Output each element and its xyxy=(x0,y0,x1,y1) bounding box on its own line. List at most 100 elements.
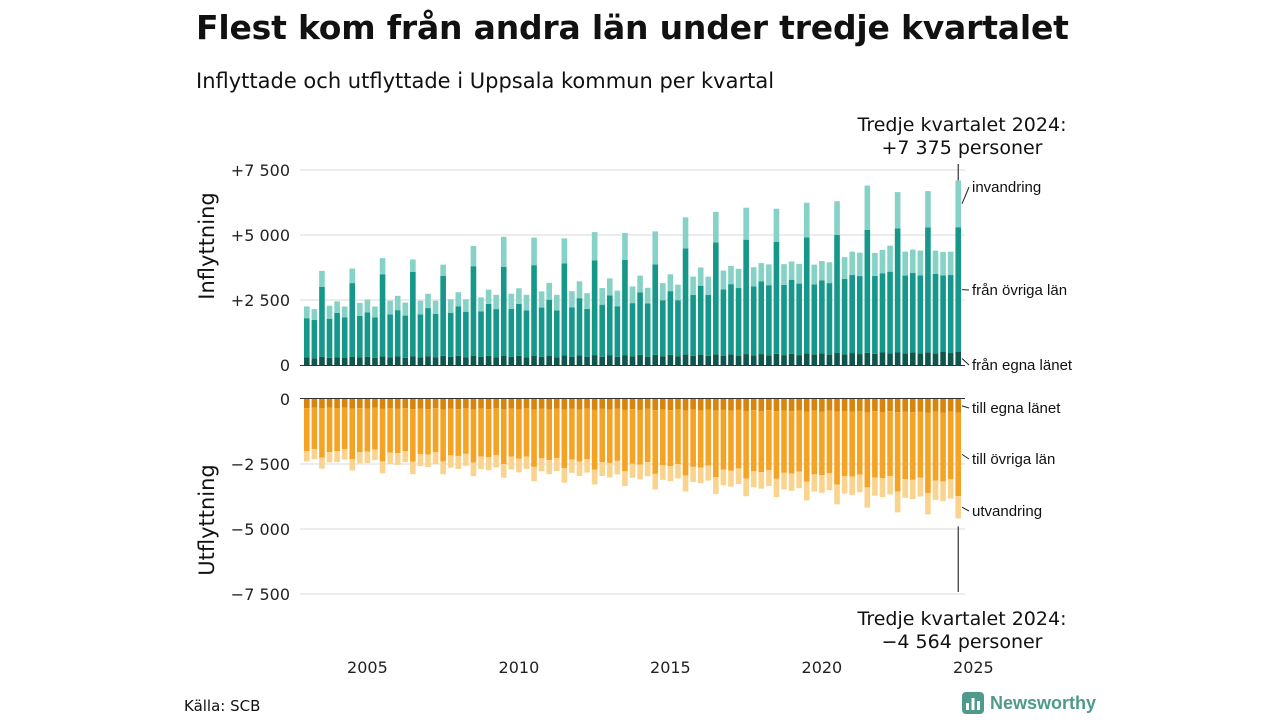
bar-inflow-other-counties xyxy=(516,303,522,356)
bar-inflow-own-county xyxy=(561,355,568,365)
bar-inflow-immigration xyxy=(796,263,802,284)
bar-outflow-own-county xyxy=(788,399,795,412)
bar-outflow-own-county xyxy=(894,399,901,413)
bar-outflow-own-county xyxy=(773,399,780,412)
bar-outflow-other-counties xyxy=(379,408,386,462)
bar-inflow-immigration xyxy=(849,251,855,276)
bar-outflow-own-county xyxy=(879,399,886,412)
bar-outflow-emigration xyxy=(622,471,628,487)
bar-inflow-immigration xyxy=(372,306,378,318)
bar-inflow-own-county xyxy=(940,352,946,365)
bar-inflow-immigration xyxy=(652,231,659,265)
bar-inflow-immigration xyxy=(349,268,356,284)
bar-outflow-own-county xyxy=(932,399,939,412)
bar-outflow-other-counties xyxy=(553,408,560,459)
bar-outflow-emigration xyxy=(326,452,333,463)
bar-inflow-immigration xyxy=(675,284,681,301)
bar-outflow-other-counties xyxy=(470,409,477,463)
y-tick-label: 0 xyxy=(280,390,290,409)
bar-inflow-own-county xyxy=(947,353,954,365)
bar-outflow-emigration xyxy=(652,473,659,490)
bar-outflow-other-counties xyxy=(826,410,833,474)
bar-outflow-own-county xyxy=(766,399,772,411)
bar-inflow-other-counties xyxy=(819,280,825,354)
bar-outflow-own-county xyxy=(379,399,386,409)
bar-outflow-own-county xyxy=(387,399,393,409)
bar-inflow-other-counties xyxy=(947,275,954,354)
bar-inflow-own-county xyxy=(697,354,704,365)
bar-outflow-own-county xyxy=(955,399,962,413)
bar-outflow-emigration xyxy=(887,476,893,495)
bar-inflow-own-county xyxy=(546,355,552,365)
bar-inflow-own-county xyxy=(629,356,636,365)
bar-inflow-other-counties xyxy=(735,288,742,356)
bar-inflow-own-county xyxy=(932,353,939,365)
bar-outflow-own-county xyxy=(864,399,871,412)
bar-inflow-own-county xyxy=(349,356,356,365)
bar-inflow-other-counties xyxy=(728,284,734,355)
bar-outflow-other-counties xyxy=(629,409,636,464)
bar-inflow-other-counties xyxy=(781,284,787,356)
bar-outflow-emigration xyxy=(410,461,416,475)
bar-inflow-other-counties xyxy=(652,264,659,355)
bar-outflow-emigration xyxy=(379,461,386,474)
bar-inflow-other-counties xyxy=(879,273,886,353)
bar-inflow-immigration xyxy=(432,300,439,314)
bar-outflow-other-counties xyxy=(720,409,727,470)
bar-inflow-immigration xyxy=(326,305,333,319)
bar-outflow-other-counties xyxy=(372,407,378,450)
logo-text: Newsworthy xyxy=(990,692,1097,713)
bar-inflow-other-counties xyxy=(387,314,393,358)
bar-outflow-own-county xyxy=(531,399,537,410)
bar-outflow-other-counties xyxy=(766,410,772,470)
bar-inflow-immigration xyxy=(947,251,954,276)
bar-outflow-other-counties xyxy=(584,408,590,460)
bar-outflow-own-county xyxy=(720,399,727,410)
bar-inflow-own-county xyxy=(879,352,886,365)
bar-outflow-other-counties xyxy=(440,409,446,462)
bar-outflow-emigration xyxy=(826,473,833,491)
bar-outflow-emigration xyxy=(660,465,666,480)
bar-inflow-immigration xyxy=(758,263,765,282)
bar-outflow-own-county xyxy=(652,399,659,411)
bar-inflow-other-counties xyxy=(856,276,863,355)
bar-outflow-emigration xyxy=(493,455,499,468)
bar-inflow-own-county xyxy=(675,356,681,365)
bar-inflow-own-county xyxy=(705,355,712,365)
bar-outflow-other-counties xyxy=(394,408,401,454)
bar-outflow-own-county xyxy=(432,399,439,409)
bar-inflow-own-county xyxy=(728,354,734,365)
bar-inflow-other-counties xyxy=(932,274,939,354)
series-label: utvandring xyxy=(972,503,1042,520)
bar-inflow-immigration xyxy=(410,259,416,272)
bar-inflow-immigration xyxy=(584,293,590,309)
bar-outflow-emigration xyxy=(682,475,689,492)
bar-outflow-other-counties xyxy=(402,408,409,451)
bar-inflow-immigration xyxy=(500,236,507,267)
bar-inflow-other-counties xyxy=(341,317,348,358)
bar-inflow-own-county xyxy=(553,357,560,365)
bar-outflow-own-county xyxy=(357,399,363,409)
bar-outflow-other-counties xyxy=(781,410,787,473)
bar-inflow-immigration xyxy=(894,192,901,229)
bar-outflow-own-county xyxy=(500,399,507,410)
bar-inflow-immigration xyxy=(667,274,674,292)
bar-inflow-own-county xyxy=(667,354,674,365)
bar-outflow-emigration xyxy=(591,469,598,485)
bar-inflow-immigration xyxy=(864,185,871,230)
bar-outflow-emigration xyxy=(425,454,431,468)
bar-outflow-emigration xyxy=(644,462,651,477)
bar-inflow-own-county xyxy=(364,356,371,365)
bar-outflow-own-county xyxy=(425,399,431,410)
bar-outflow-other-counties xyxy=(614,408,621,461)
bar-inflow-immigration xyxy=(637,275,643,293)
bar-outflow-emigration xyxy=(584,459,590,473)
label-leader-line xyxy=(961,453,970,460)
bar-inflow-own-county xyxy=(834,353,840,365)
bar-inflow-other-counties xyxy=(925,227,931,353)
bar-outflow-other-counties xyxy=(387,408,393,453)
bar-outflow-own-county xyxy=(447,399,454,409)
bar-outflow-other-counties xyxy=(856,410,863,475)
chart-subtitle: Inflyttade och utflyttade i Uppsala komm… xyxy=(196,69,775,93)
